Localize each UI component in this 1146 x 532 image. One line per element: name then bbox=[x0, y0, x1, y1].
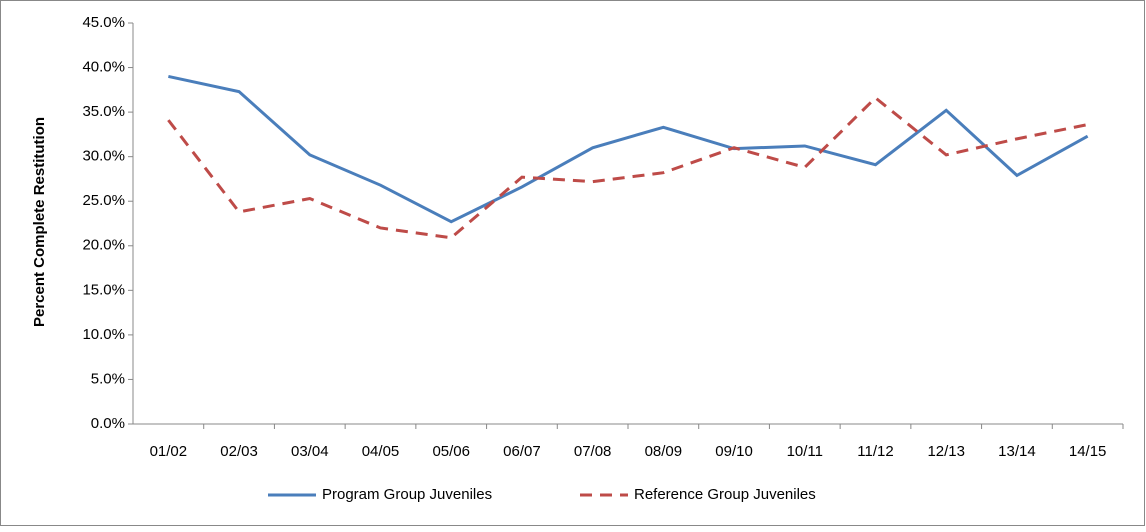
x-tick-label: 06/07 bbox=[503, 443, 541, 460]
y-axis-label: Percent Complete Restitution bbox=[31, 117, 48, 327]
series-line bbox=[168, 74, 1089, 224]
x-tick-label: 13/14 bbox=[998, 443, 1036, 460]
legend-label: Program Group Juveniles bbox=[322, 486, 492, 503]
x-tick-label: 05/06 bbox=[432, 443, 470, 460]
y-tick-label: 0.0% bbox=[91, 415, 125, 432]
y-tick-label: 10.0% bbox=[82, 326, 125, 343]
y-tick-label: 15.0% bbox=[82, 281, 125, 298]
x-tick-label: 14/15 bbox=[1069, 443, 1107, 460]
x-tick-label: 08/09 bbox=[645, 443, 683, 460]
y-tick-label: 35.0% bbox=[82, 103, 125, 120]
y-tick-label: 20.0% bbox=[82, 237, 125, 254]
series-line bbox=[167, 95, 1088, 240]
x-tick-label: 07/08 bbox=[574, 443, 612, 460]
x-tick-label: 12/13 bbox=[927, 443, 965, 460]
x-tick-label: 11/12 bbox=[857, 443, 893, 460]
x-tick-label: 03/04 bbox=[291, 443, 329, 460]
y-tick-label: 45.0% bbox=[82, 14, 125, 31]
y-tick-label: 5.0% bbox=[91, 370, 125, 387]
x-tick-label: 09/10 bbox=[715, 443, 753, 460]
y-tick-label: 25.0% bbox=[82, 192, 125, 209]
x-tick-label: 01/02 bbox=[150, 443, 188, 460]
x-tick-label: 02/03 bbox=[220, 443, 258, 460]
x-tick-label: 04/05 bbox=[362, 443, 400, 460]
legend-label: Reference Group Juveniles bbox=[634, 486, 816, 503]
x-tick-label: 10/11 bbox=[787, 443, 823, 460]
y-tick-label: 30.0% bbox=[82, 148, 125, 165]
y-tick-label: 40.0% bbox=[82, 59, 125, 76]
